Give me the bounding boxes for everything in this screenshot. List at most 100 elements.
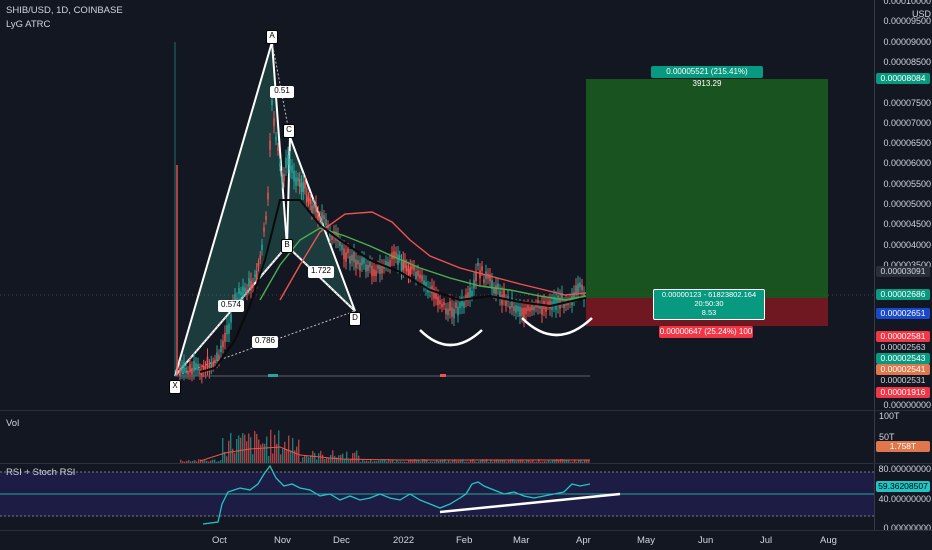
price-tick: 0.00007500 — [883, 98, 931, 108]
volume-bar — [260, 444, 262, 463]
rsi-tick-40: 40.00000000 — [878, 494, 931, 504]
pattern-point-d: D — [349, 312, 361, 326]
candle-body — [459, 302, 461, 309]
time-axis[interactable]: Oct Nov Dec 2022 Feb Mar Apr May Jun Jul… — [0, 531, 874, 550]
volume-bar — [300, 461, 302, 463]
candle-body — [365, 264, 367, 272]
pane-divider-1[interactable] — [0, 410, 932, 411]
volume-bar — [346, 451, 348, 463]
candle-body — [269, 140, 271, 150]
price-badge: 0.00002651 — [876, 308, 930, 319]
volume-bar — [574, 459, 576, 463]
entry-label[interactable]: 0.00000123 - 61823802.164 20:50:30 8.53 — [653, 289, 765, 320]
volume-bar — [342, 453, 344, 463]
profit-zone — [586, 79, 828, 298]
time-label-mar: Mar — [513, 535, 530, 546]
volume-bar — [302, 457, 304, 463]
volume-bar — [466, 461, 468, 463]
candle-body — [234, 294, 236, 301]
volume-bar — [550, 461, 552, 463]
candle-body — [539, 305, 541, 309]
indicator-name[interactable]: LyG ATRC — [6, 19, 51, 30]
candle-body — [545, 304, 547, 312]
candle-body — [511, 297, 513, 308]
volume-bar — [440, 459, 442, 463]
target-label[interactable]: 0.00005521 (215.41%) 3913.29 — [651, 66, 763, 88]
candle-body — [400, 262, 403, 272]
candle-body — [216, 352, 218, 361]
candle-body — [357, 260, 359, 265]
volume-bar — [500, 459, 502, 463]
candle-body — [319, 216, 321, 221]
candle-body — [413, 265, 415, 271]
price-badge: 0.00002541 — [876, 364, 930, 375]
candle-body — [377, 265, 379, 269]
pane-divider-3[interactable] — [0, 530, 932, 531]
price-tick: 0.00007000 — [883, 118, 931, 128]
candle-body — [240, 291, 242, 296]
candle-body — [411, 265, 413, 270]
candle-body — [363, 257, 365, 264]
price-chart-svg[interactable] — [0, 0, 874, 410]
volume-bar — [222, 438, 224, 463]
price-tick: 0.00005000 — [883, 199, 931, 209]
candle-body — [419, 274, 421, 279]
rsi-svg — [0, 464, 874, 525]
candle-body — [353, 251, 355, 263]
candle-body — [491, 280, 493, 289]
volume-bar — [516, 460, 518, 463]
candle-body — [226, 325, 228, 335]
price-badge: 0.00001916 — [876, 387, 930, 398]
volume-badge: 1.758T — [876, 441, 930, 452]
candle-body — [439, 300, 441, 305]
pane-divider-2[interactable] — [0, 463, 932, 464]
volume-bar — [198, 459, 200, 463]
volume-bar — [544, 461, 546, 463]
volume-bar — [464, 461, 466, 463]
candle-body — [381, 265, 383, 274]
rsi-axis[interactable]: 80.00000000 40.00000000 0.00000000 — [874, 464, 932, 533]
volume-bar — [404, 461, 406, 463]
volume-bar — [476, 461, 478, 463]
volume-axis[interactable]: 100T 50T — [874, 411, 932, 463]
candle-body — [385, 260, 387, 266]
volume-bar — [512, 459, 514, 463]
symbol-title[interactable]: SHIB/USD, 1D, COINBASE — [6, 5, 123, 16]
volume-bar — [556, 459, 558, 463]
candle-body — [481, 266, 483, 271]
volume-bar — [308, 457, 310, 463]
volume-bar — [434, 461, 436, 463]
volume-bar — [586, 460, 588, 463]
volume-bar — [334, 455, 336, 463]
volume-bar — [330, 454, 332, 463]
price-pane[interactable]: X A B C D 0.51 0.574 1.722 0.786 0.00005… — [0, 0, 874, 410]
volume-bar — [268, 456, 270, 463]
candle-body — [304, 182, 306, 189]
volume-bar — [274, 434, 276, 463]
candle-body — [475, 271, 477, 282]
price-axis[interactable]: USD 0.00010000 0.00009500 0.00009000 0.00008… — [874, 0, 932, 410]
candle-body — [189, 364, 191, 373]
stop-label[interactable]: 0.00000647 (25.24%) 100 — [659, 326, 753, 338]
candle-body — [499, 291, 501, 299]
volume-bar — [458, 460, 460, 463]
volume-bar — [582, 461, 584, 463]
price-tick: 0.00010000 — [883, 0, 931, 6]
volume-bar — [326, 457, 328, 463]
volume-bar — [224, 451, 226, 463]
volume-pane[interactable] — [0, 411, 874, 463]
volume-bar — [580, 460, 582, 463]
volume-svg — [180, 429, 590, 463]
volume-bar — [528, 460, 530, 463]
volume-bar — [322, 454, 324, 463]
candle-body — [469, 287, 471, 299]
candle-body — [179, 368, 181, 376]
volume-label: Vol — [6, 418, 20, 429]
candle-body — [279, 163, 281, 167]
candle-body — [347, 248, 349, 254]
candle-body — [471, 291, 473, 296]
rsi-pane[interactable] — [0, 464, 874, 530]
candle-body — [402, 259, 405, 270]
candle-body — [261, 244, 263, 250]
candle-body — [275, 136, 277, 141]
